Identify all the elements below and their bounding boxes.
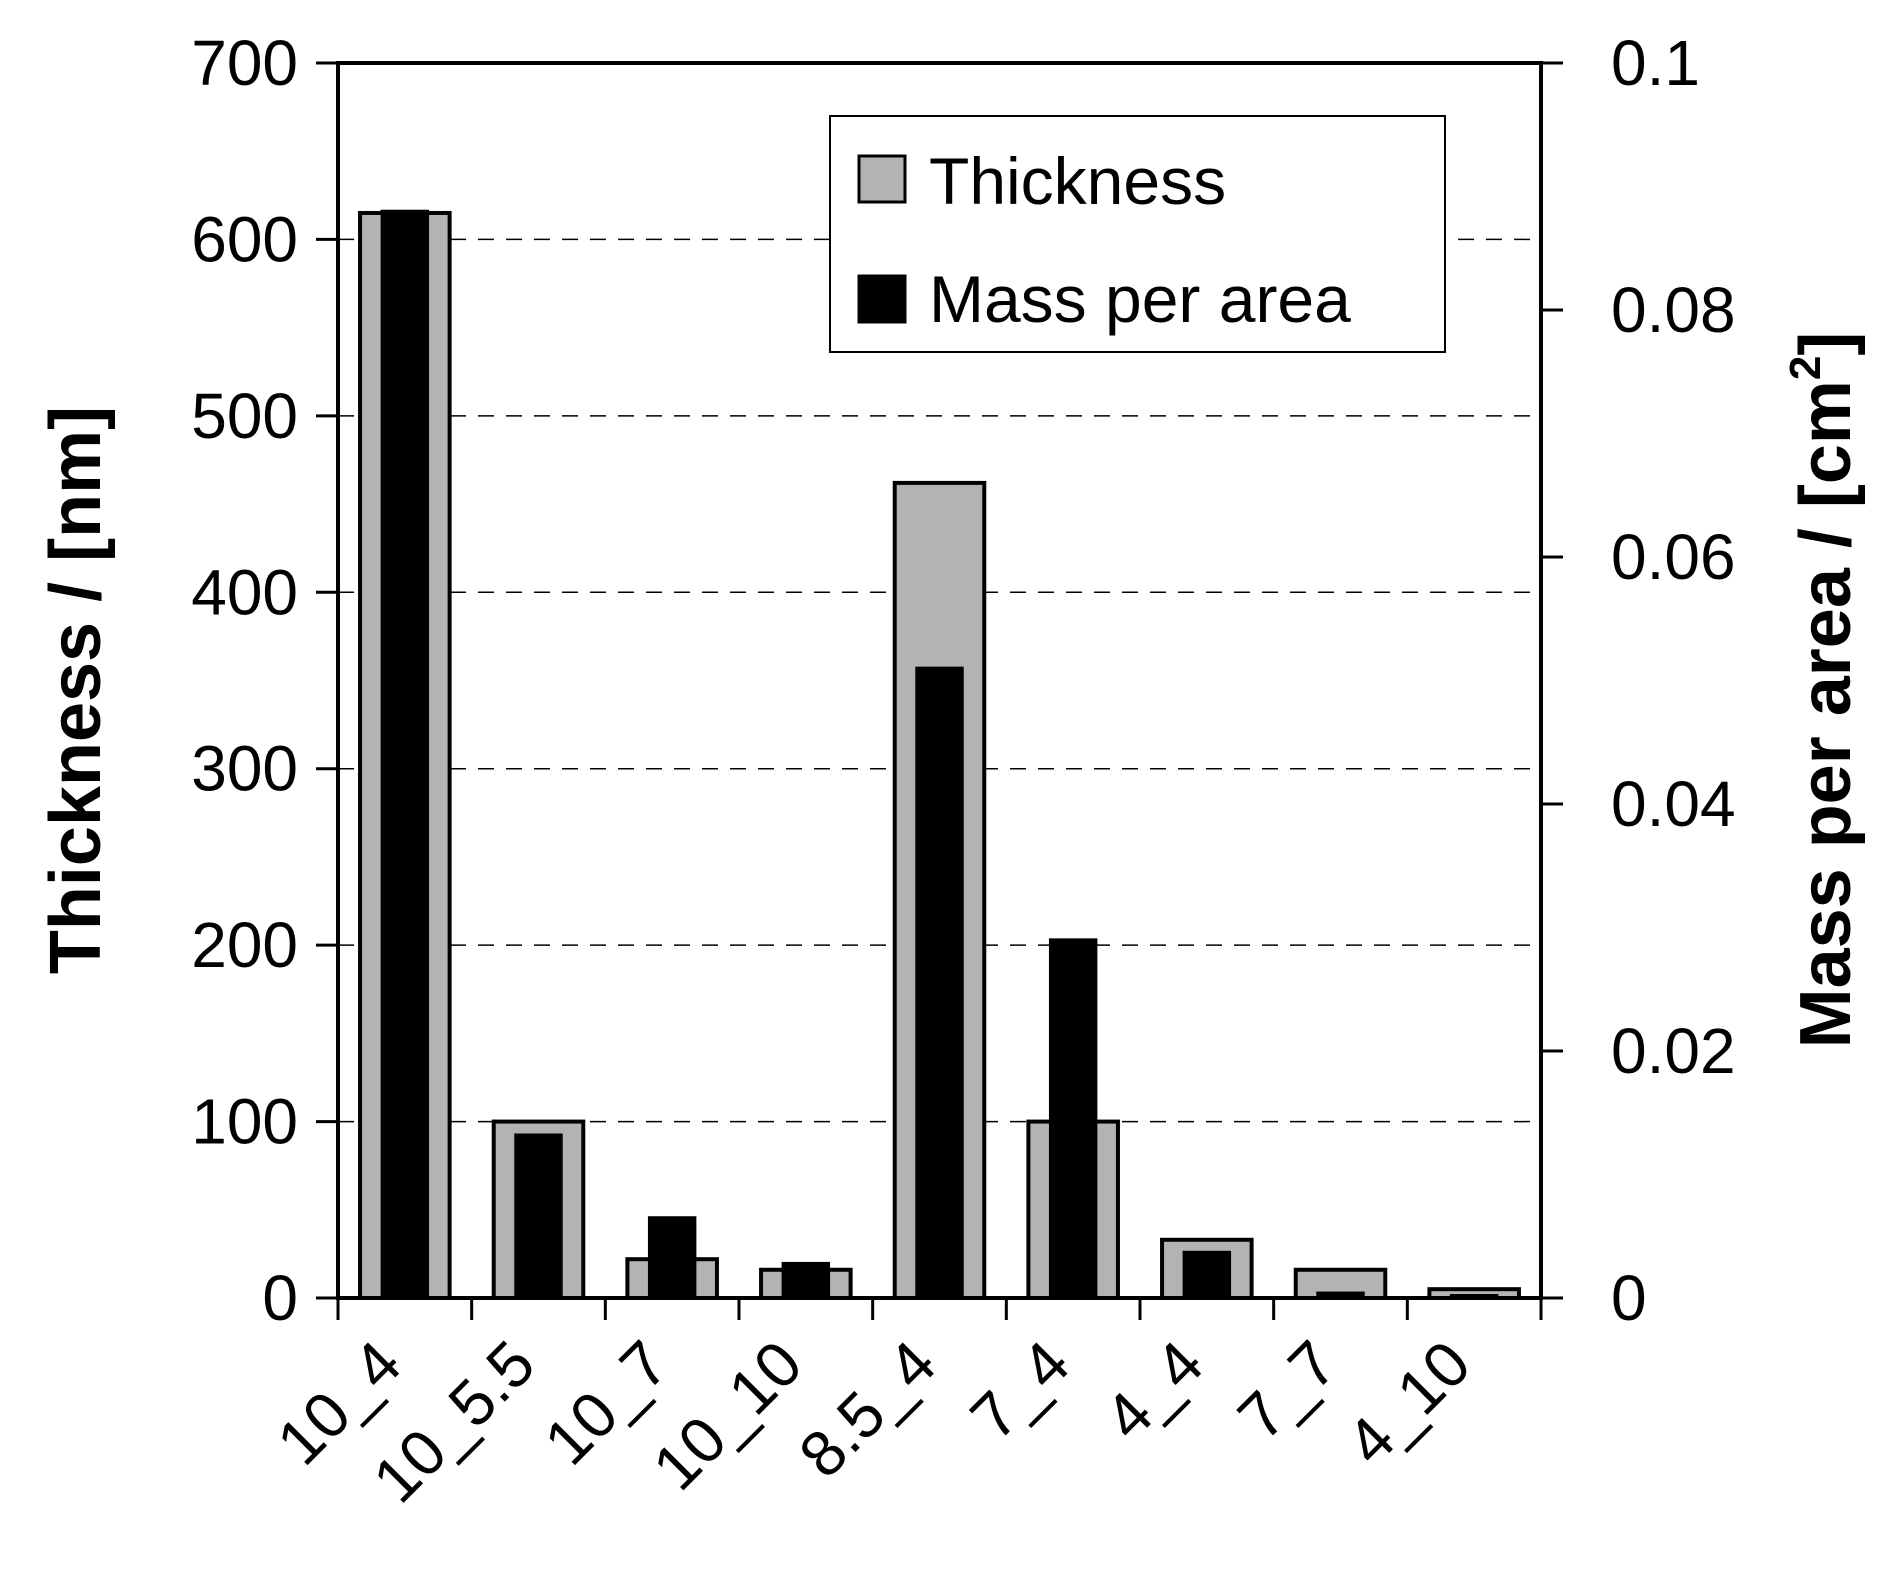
left-tick-label: 0 — [262, 1262, 298, 1334]
bar-mass — [1182, 1250, 1232, 1300]
legend-box — [829, 115, 1446, 353]
left-tick-label: 600 — [191, 203, 298, 275]
left-tick-label: 500 — [191, 380, 298, 452]
right-tick-label: 0.02 — [1611, 1015, 1736, 1087]
bar-mass — [380, 209, 430, 1300]
right-axis: 0 0.02 0.04 0.06 0.08 0.1 — [1541, 27, 1736, 1334]
bar-mass — [1048, 938, 1098, 1300]
plot-frame — [336, 61, 1543, 1300]
bar-mass — [647, 1216, 697, 1300]
legend: Thickness Mass per area — [829, 115, 1446, 353]
right-axis-title-main: Mass per area / [cm — [1786, 380, 1866, 1048]
legend-label-mass: Mass per area — [929, 262, 1351, 336]
left-axis: 0 100 200 300 400 500 600 700 — [191, 27, 338, 1334]
right-tick-label: 0.1 — [1611, 27, 1700, 99]
right-axis-title-sup: 2 — [1781, 356, 1830, 380]
bar-mass — [915, 666, 964, 1300]
right-tick-label: 0.06 — [1611, 521, 1736, 593]
right-axis-title: Mass per area / [cm2] — [1781, 332, 1866, 1049]
bar-mass — [514, 1133, 563, 1300]
right-tick-label: 0.04 — [1611, 768, 1736, 840]
left-tick-label: 200 — [191, 909, 298, 981]
bar-mass — [781, 1261, 831, 1300]
left-tick-label: 700 — [191, 27, 298, 99]
legend-swatch-mass — [857, 274, 907, 324]
left-axis-title: Thickness / [nm] — [36, 406, 116, 974]
mass-bars — [380, 209, 1499, 1300]
left-tick-label: 400 — [191, 556, 298, 628]
right-axis-title-suffix: ] — [1786, 332, 1866, 356]
legend-swatch-thickness — [857, 154, 907, 204]
right-tick-label: 0.08 — [1611, 274, 1736, 346]
legend-label-thickness: Thickness — [929, 144, 1226, 218]
left-tick-label: 100 — [191, 1086, 298, 1158]
left-tick-label: 300 — [191, 733, 298, 805]
right-tick-label: 0 — [1611, 1262, 1647, 1334]
